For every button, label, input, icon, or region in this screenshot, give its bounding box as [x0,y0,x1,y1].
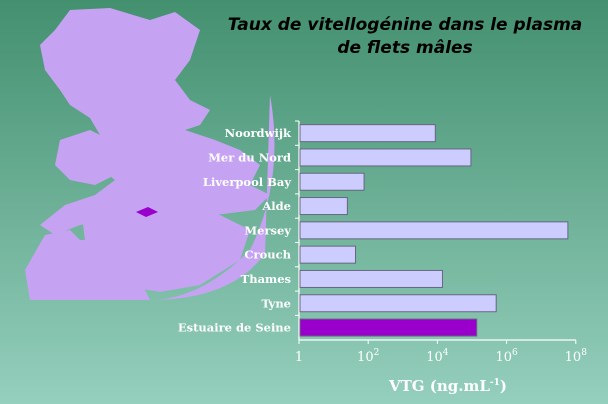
category-label: Estuaire de Seine [178,321,291,335]
bar-estuaire-de-seine [299,318,478,337]
map-continent [25,95,275,300]
x-tick-label: 1 [295,350,303,365]
x-tick-label: 104 [426,348,449,365]
chart-title-line-1: Taux de vitellogénine dans le plasma [228,15,583,35]
bar-crouch [299,245,357,264]
map-seine-estuary [136,207,158,217]
category-label: Liverpool Bay [203,175,291,189]
bar-noordwijk [299,124,436,143]
x-tick-label: 108 [565,348,588,365]
bar-mersey [299,221,569,240]
x-tick-label: 102 [357,348,379,365]
bar-mer-du-nord [299,148,472,167]
bar-alde [299,197,348,216]
category-label: Tyne [261,296,291,310]
x-tick-label: 106 [495,348,518,365]
map-illustration [25,8,275,300]
x-axis-title: VTG (ng.mL-1) [388,377,507,395]
category-label: Mersey [244,223,291,237]
map-channel-land [80,195,250,292]
bar-thames [299,269,443,288]
category-label: Thames [241,272,291,286]
map-wales [55,130,115,185]
bar-liverpool-bay [299,172,365,191]
bar-tyne [299,294,497,313]
category-label: Alde [261,199,291,213]
category-label: Noordwijk [225,126,292,140]
category-label: Crouch [244,248,291,262]
category-label: Mer du Nord [208,150,291,164]
plot-area: Noordwijk Mer du Nord Liverpool Bay Alde Mer… [178,120,588,365]
chart-title-line-2: de flets mâles [337,38,472,58]
map-britain [40,8,270,235]
